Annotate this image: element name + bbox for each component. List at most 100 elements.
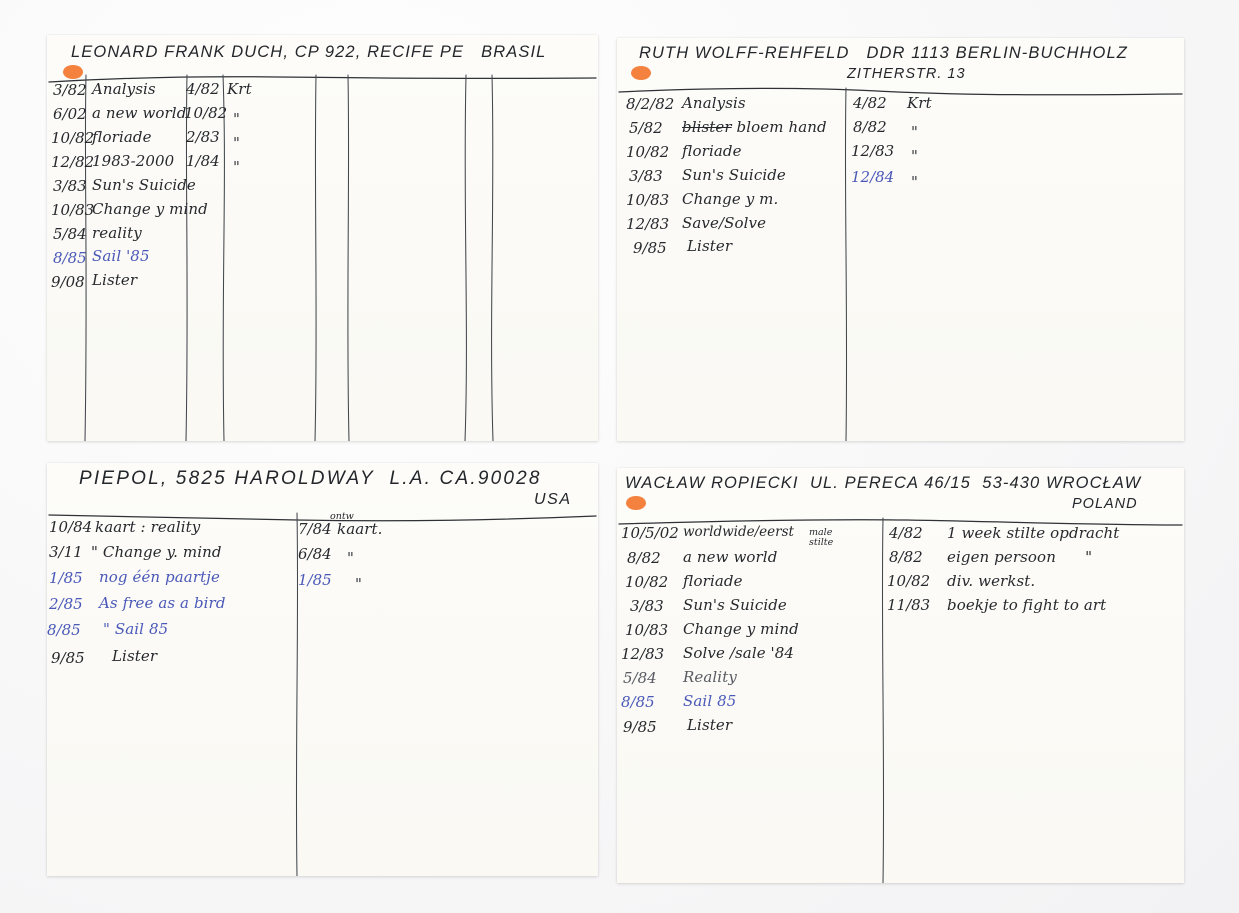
entry-date: 10/82 [887,572,931,590]
entry-date: 10/82 [184,104,228,122]
entry-date: 6/02 [53,105,87,123]
entry-text: blister bloem hand [682,118,827,136]
entry-text: Lister [112,647,158,665]
struck-word: blister [682,118,732,136]
entry-text: 1983-2000 [92,152,175,170]
index-card-piepol[interactable]: PIEPOL, 5825 HAROLDWAY L.A. CA.90028 USA… [47,463,598,876]
entry-text: Sun's Suicide [682,166,786,184]
orange-dot-sticker-icon [63,65,83,79]
card-paper [617,38,1184,441]
entry-date: 9/08 [51,273,85,291]
entry-text: floriade [683,572,743,590]
card-title-line2: POLAND [1072,496,1138,512]
entry-date: 8/85 [47,621,81,639]
entry-text: Analysis [682,94,746,112]
entry-date: 10/82 [625,573,669,591]
entry-superscript: male stilte [809,527,834,548]
entry-ditto: " [911,173,918,191]
entry-date: 1/85 [49,569,83,587]
card-title: PIEPOL, 5825 HAROLDWAY L.A. CA.90028 [79,468,542,489]
card-title-line2: USA [534,491,572,508]
entry-date: 7/84 [298,520,332,538]
entry-text: Sail '85 [92,247,150,265]
entry-text: kaart. [337,520,383,538]
entry-date: 10/82 [51,129,95,147]
entry-date: 10/84 [49,518,93,536]
entry-text: Change y mind [92,200,208,218]
entry-text: Save/Solve [682,214,767,232]
entry-text: Lister [687,237,733,255]
entry-date: 6/84 [298,545,332,563]
entry-date: 3/83 [53,177,87,195]
entry-text: Sail 85 [683,692,737,710]
entry-text: Change y m. [682,190,779,208]
entry-date: 4/82 [853,94,887,112]
index-card-waclaw-ropiecki[interactable]: WACŁAW ROPIECKI UL. PERECA 46/15 53-430 … [617,468,1184,883]
entry-text: Change y mind [683,620,799,638]
entry-text: As free as a bird [99,594,226,612]
entry-date: 12/84 [851,168,895,186]
entry-ditto: " [911,123,918,141]
entry-text: " Change y. mind [91,543,222,561]
entry-date: 9/85 [51,649,85,667]
card-paper [47,463,598,876]
entry-date: 8/82 [627,549,661,567]
entry-date: 12/83 [851,142,895,160]
entry-text: a new world [683,548,778,566]
entry-date: 5/82 [629,119,663,137]
entry-date: 5/84 [623,669,657,687]
entry-date: 3/82 [53,81,87,99]
entry-ditto: " [233,158,240,176]
entry-text: div. werkst. [947,572,1036,590]
card-title: LEONARD FRANK DUCH, CP 922, RECIFE PE BR… [71,43,547,61]
entry-text: " Sail 85 [103,620,169,638]
entry-text: 1 week stilte opdracht [947,524,1120,542]
entry-date: 4/82 [186,80,220,98]
entry-date: 2/85 [49,595,83,613]
entry-text: Sun's Suicide [683,596,787,614]
entry-ditto: " [355,575,362,593]
entry-date: 2/83 [186,128,220,146]
entry-date: 11/83 [887,596,931,614]
entry-text: nog één paartje [99,568,220,586]
entry-date: 3/83 [629,167,663,185]
entry-text: Solve /sale '84 [683,644,795,662]
entry-text: reality [92,224,142,242]
entry-ditto: " [347,549,354,567]
entry-date: 8/82 [889,548,923,566]
card-title-line2: ZITHERSTR. 13 [847,66,966,82]
entry-date: 1/85 [298,571,332,589]
index-card-leonard-frank-duch[interactable]: LEONARD FRANK DUCH, CP 922, RECIFE PE BR… [47,35,598,441]
entry-date: 5/84 [53,225,87,243]
entry-text: boekje to fight to art [947,596,1107,614]
entry-date: 12/83 [626,215,670,233]
entry-text: floriade [92,128,152,146]
entry-date: 8/85 [621,693,655,711]
entry-text: worldwide/eerst [683,524,794,540]
entry-date: 10/83 [626,191,670,209]
entry-date: 1/84 [186,152,220,170]
entry-ditto: " [233,110,240,128]
entry-text: a new world [92,104,187,122]
entry-text: Krt [907,94,932,112]
entry-text: eigen persoon " [947,548,1093,566]
entry-date: 10/5/02 [621,524,679,542]
entry-text: Sun's Suicide [92,176,196,194]
entry-text: floriade [682,142,742,160]
entry-date: 10/83 [625,621,669,639]
entry-text: Lister [92,271,138,289]
entry-date: 8/2/82 [626,95,675,113]
entry-ditto: " [233,134,240,152]
entry-date: 4/82 [889,524,923,542]
card-paper [617,468,1184,883]
entry-text: Reality [683,668,737,686]
entry-date: 8/85 [53,249,87,267]
orange-dot-sticker-icon [631,66,651,80]
index-card-ruth-wolff-rehfeld[interactable]: RUTH WOLFF-REHFELD DDR 1113 BERLIN-BUCHH… [617,38,1184,441]
entry-text: Analysis [92,80,156,98]
entry-date: 10/82 [626,143,670,161]
card-title: RUTH WOLFF-REHFELD DDR 1113 BERLIN-BUCHH… [639,44,1128,62]
entry-date: 8/82 [853,118,887,136]
entry-text: kaart : reality [95,518,201,536]
entry-date: 12/83 [621,645,665,663]
